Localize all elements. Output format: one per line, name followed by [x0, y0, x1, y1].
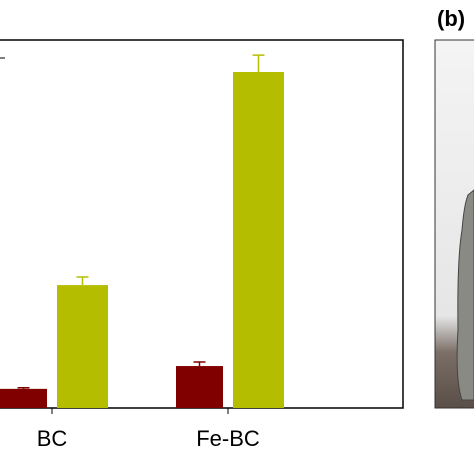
error-bar [252, 54, 265, 73]
panel-label: (b) [437, 6, 465, 31]
x-tick-label: BC [37, 426, 68, 451]
bar [233, 72, 284, 409]
bar [57, 285, 108, 408]
error-bar [76, 276, 89, 286]
bar [0, 388, 47, 408]
x-tick-label: Fe-BC [196, 426, 260, 451]
error-bar [17, 387, 30, 389]
bar [176, 366, 223, 408]
bottle [456, 189, 474, 401]
error-bar [193, 361, 206, 367]
